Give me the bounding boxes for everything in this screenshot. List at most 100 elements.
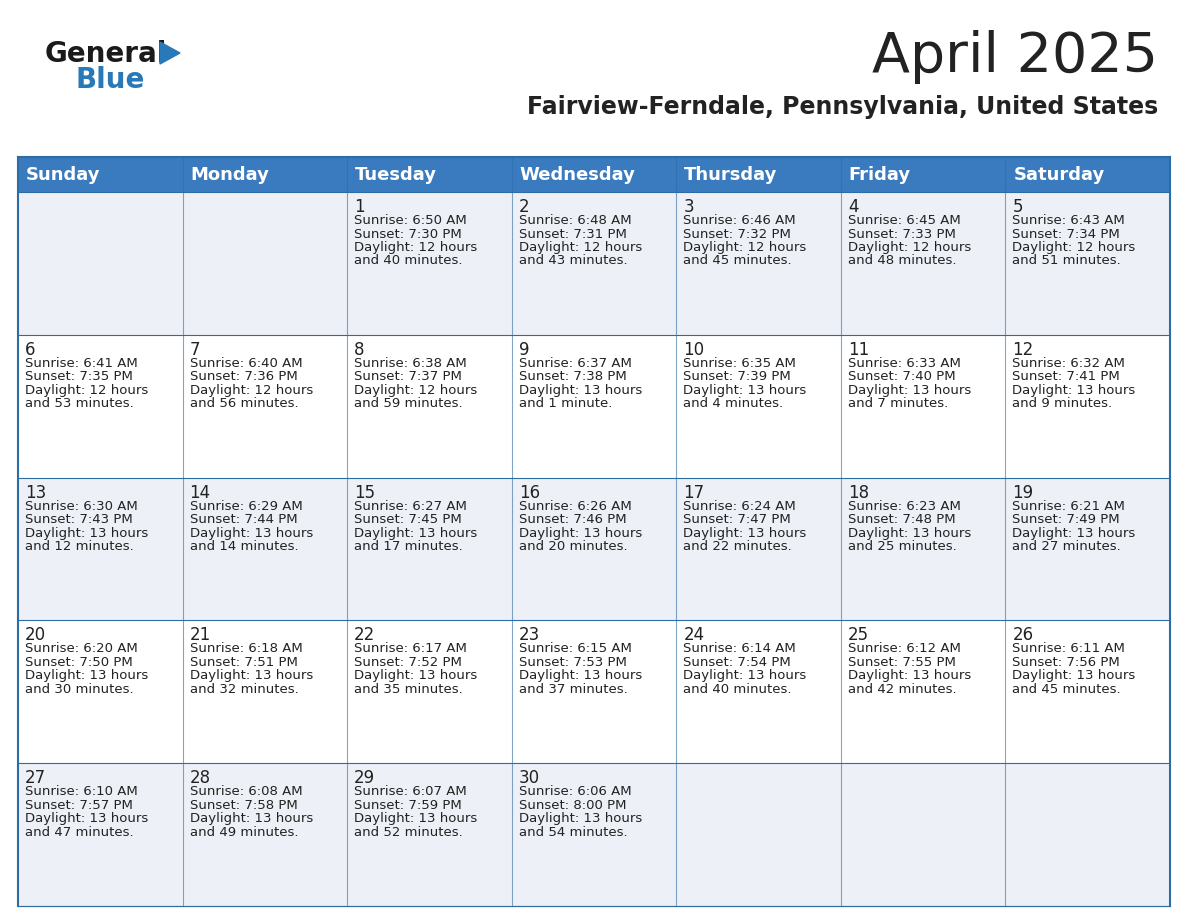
Text: Daylight: 12 hours: Daylight: 12 hours (25, 384, 148, 397)
Text: Sunday: Sunday (26, 165, 101, 184)
Text: Monday: Monday (190, 165, 270, 184)
Text: Sunset: 8:00 PM: Sunset: 8:00 PM (519, 799, 626, 812)
Text: 17: 17 (683, 484, 704, 501)
Text: 3: 3 (683, 198, 694, 216)
Text: Sunrise: 6:14 AM: Sunrise: 6:14 AM (683, 643, 796, 655)
Text: Daylight: 13 hours: Daylight: 13 hours (1012, 527, 1136, 540)
Text: Sunrise: 6:38 AM: Sunrise: 6:38 AM (354, 357, 467, 370)
Text: 5: 5 (1012, 198, 1023, 216)
Text: Sunrise: 6:20 AM: Sunrise: 6:20 AM (25, 643, 138, 655)
Text: Sunrise: 6:33 AM: Sunrise: 6:33 AM (848, 357, 961, 370)
Text: Daylight: 13 hours: Daylight: 13 hours (848, 669, 971, 682)
Text: 8: 8 (354, 341, 365, 359)
Text: and 37 minutes.: and 37 minutes. (519, 683, 627, 696)
Text: Sunrise: 6:12 AM: Sunrise: 6:12 AM (848, 643, 961, 655)
Text: Sunset: 7:53 PM: Sunset: 7:53 PM (519, 655, 626, 669)
Text: Sunrise: 6:29 AM: Sunrise: 6:29 AM (190, 499, 302, 512)
Text: Sunset: 7:56 PM: Sunset: 7:56 PM (1012, 655, 1120, 669)
Text: and 40 minutes.: and 40 minutes. (354, 254, 462, 267)
Text: Sunset: 7:55 PM: Sunset: 7:55 PM (848, 655, 955, 669)
Text: Sunrise: 6:26 AM: Sunrise: 6:26 AM (519, 499, 632, 512)
Text: and 56 minutes.: and 56 minutes. (190, 397, 298, 410)
Text: Sunset: 7:50 PM: Sunset: 7:50 PM (25, 655, 133, 669)
Text: Sunrise: 6:18 AM: Sunrise: 6:18 AM (190, 643, 302, 655)
Text: Daylight: 13 hours: Daylight: 13 hours (683, 669, 807, 682)
Text: 23: 23 (519, 626, 541, 644)
Text: and 32 minutes.: and 32 minutes. (190, 683, 298, 696)
Text: and 4 minutes.: and 4 minutes. (683, 397, 783, 410)
Text: Daylight: 12 hours: Daylight: 12 hours (519, 241, 642, 254)
Bar (18, 192, 1170, 335)
Text: Sunset: 7:45 PM: Sunset: 7:45 PM (354, 513, 462, 526)
Text: Thursday: Thursday (684, 165, 778, 184)
Text: Sunrise: 6:48 AM: Sunrise: 6:48 AM (519, 214, 631, 227)
Text: and 51 minutes.: and 51 minutes. (1012, 254, 1121, 267)
Bar (18, 157, 1170, 192)
Text: Daylight: 13 hours: Daylight: 13 hours (683, 527, 807, 540)
Text: and 53 minutes.: and 53 minutes. (25, 397, 134, 410)
Text: and 49 minutes.: and 49 minutes. (190, 825, 298, 839)
Text: Daylight: 13 hours: Daylight: 13 hours (848, 527, 971, 540)
Text: Sunrise: 6:15 AM: Sunrise: 6:15 AM (519, 643, 632, 655)
Text: Sunrise: 6:50 AM: Sunrise: 6:50 AM (354, 214, 467, 227)
Text: 7: 7 (190, 341, 200, 359)
Text: Sunrise: 6:06 AM: Sunrise: 6:06 AM (519, 785, 631, 798)
Text: Sunrise: 6:17 AM: Sunrise: 6:17 AM (354, 643, 467, 655)
Text: and 45 minutes.: and 45 minutes. (683, 254, 792, 267)
Text: Daylight: 13 hours: Daylight: 13 hours (25, 527, 148, 540)
Text: Sunset: 7:47 PM: Sunset: 7:47 PM (683, 513, 791, 526)
Text: Sunrise: 6:35 AM: Sunrise: 6:35 AM (683, 357, 796, 370)
Text: 14: 14 (190, 484, 210, 501)
Text: Sunset: 7:30 PM: Sunset: 7:30 PM (354, 228, 462, 241)
Text: Sunset: 7:36 PM: Sunset: 7:36 PM (190, 370, 297, 384)
Text: Sunset: 7:57 PM: Sunset: 7:57 PM (25, 799, 133, 812)
Bar (18, 621, 1170, 763)
Text: Daylight: 12 hours: Daylight: 12 hours (190, 384, 312, 397)
Text: 25: 25 (848, 626, 868, 644)
Text: and 43 minutes.: and 43 minutes. (519, 254, 627, 267)
Text: Daylight: 13 hours: Daylight: 13 hours (25, 812, 148, 825)
Text: Sunrise: 6:27 AM: Sunrise: 6:27 AM (354, 499, 467, 512)
Text: 6: 6 (25, 341, 36, 359)
Text: and 14 minutes.: and 14 minutes. (190, 540, 298, 554)
Text: Sunset: 7:32 PM: Sunset: 7:32 PM (683, 228, 791, 241)
Text: 30: 30 (519, 769, 539, 788)
Text: Sunset: 7:37 PM: Sunset: 7:37 PM (354, 370, 462, 384)
Text: Friday: Friday (849, 165, 911, 184)
Text: Daylight: 13 hours: Daylight: 13 hours (190, 527, 312, 540)
Text: 19: 19 (1012, 484, 1034, 501)
Text: Wednesday: Wednesday (519, 165, 636, 184)
Text: April 2025: April 2025 (872, 30, 1158, 84)
Text: Sunset: 7:39 PM: Sunset: 7:39 PM (683, 370, 791, 384)
Text: Sunrise: 6:43 AM: Sunrise: 6:43 AM (1012, 214, 1125, 227)
Text: 29: 29 (354, 769, 375, 788)
Text: Sunset: 7:58 PM: Sunset: 7:58 PM (190, 799, 297, 812)
Text: Sunrise: 6:40 AM: Sunrise: 6:40 AM (190, 357, 302, 370)
Bar (18, 335, 1170, 477)
Text: Sunrise: 6:10 AM: Sunrise: 6:10 AM (25, 785, 138, 798)
Text: 9: 9 (519, 341, 529, 359)
Text: Sunset: 7:54 PM: Sunset: 7:54 PM (683, 655, 791, 669)
Text: Daylight: 12 hours: Daylight: 12 hours (354, 241, 478, 254)
Text: Sunrise: 6:46 AM: Sunrise: 6:46 AM (683, 214, 796, 227)
Text: and 17 minutes.: and 17 minutes. (354, 540, 463, 554)
Text: and 54 minutes.: and 54 minutes. (519, 825, 627, 839)
Text: Daylight: 12 hours: Daylight: 12 hours (1012, 241, 1136, 254)
Text: Sunrise: 6:41 AM: Sunrise: 6:41 AM (25, 357, 138, 370)
Text: 27: 27 (25, 769, 46, 788)
Text: and 48 minutes.: and 48 minutes. (848, 254, 956, 267)
Text: Daylight: 13 hours: Daylight: 13 hours (25, 669, 148, 682)
Text: and 40 minutes.: and 40 minutes. (683, 683, 791, 696)
Text: Daylight: 12 hours: Daylight: 12 hours (848, 241, 971, 254)
Text: Daylight: 13 hours: Daylight: 13 hours (354, 527, 478, 540)
Text: and 47 minutes.: and 47 minutes. (25, 825, 133, 839)
Text: Sunset: 7:40 PM: Sunset: 7:40 PM (848, 370, 955, 384)
Text: Sunrise: 6:45 AM: Sunrise: 6:45 AM (848, 214, 961, 227)
Text: Sunrise: 6:21 AM: Sunrise: 6:21 AM (1012, 499, 1125, 512)
Text: and 52 minutes.: and 52 minutes. (354, 825, 463, 839)
Text: Sunset: 7:59 PM: Sunset: 7:59 PM (354, 799, 462, 812)
Text: Saturday: Saturday (1013, 165, 1105, 184)
Text: 21: 21 (190, 626, 210, 644)
Text: and 27 minutes.: and 27 minutes. (1012, 540, 1121, 554)
Text: Fairview-Ferndale, Pennsylvania, United States: Fairview-Ferndale, Pennsylvania, United … (526, 95, 1158, 119)
